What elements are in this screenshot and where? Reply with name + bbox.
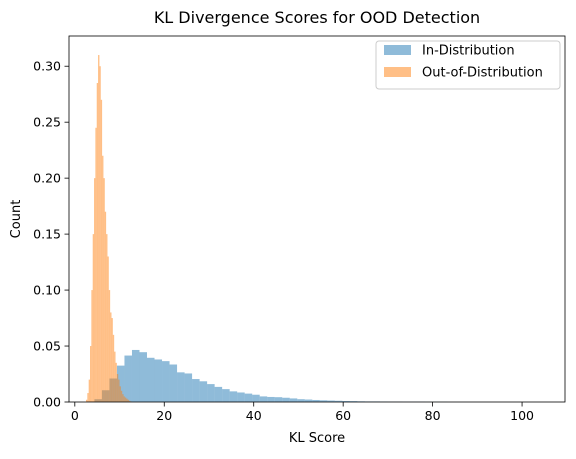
y-tick-label: 0.30	[33, 59, 61, 74]
histogram-bar	[155, 359, 163, 402]
histogram-bar	[125, 398, 126, 402]
y-tick-label: 0.20	[33, 171, 61, 186]
histogram-bar	[132, 350, 140, 402]
histogram-bar	[170, 365, 178, 402]
histogram-bar	[139, 352, 147, 402]
histogram-bar	[200, 381, 208, 402]
histogram-bar	[97, 83, 98, 402]
histogram-bar	[177, 372, 185, 402]
histogram-bar	[90, 346, 91, 402]
histogram-bar	[107, 256, 108, 402]
y-tick-label: 0.25	[33, 115, 61, 130]
histogram-bar	[275, 397, 283, 402]
plot-area-background	[69, 36, 565, 402]
histogram-bar	[267, 397, 275, 402]
histogram-bar	[89, 380, 90, 402]
x-tick-label: 40	[246, 408, 262, 423]
histogram-bar	[111, 318, 112, 402]
histogram-bar	[101, 100, 102, 402]
histogram-bar	[122, 394, 123, 402]
histogram-bar	[260, 396, 268, 402]
y-tick-label: 0.15	[33, 227, 61, 242]
histogram-bar	[116, 363, 117, 402]
x-tick-label: 100	[510, 408, 534, 423]
histogram-bar	[215, 387, 223, 402]
histogram-bar	[245, 394, 253, 402]
histogram-bar	[126, 399, 127, 402]
legend-swatch-in-distribution	[384, 45, 411, 55]
x-tick-label: 0	[71, 408, 79, 423]
histogram-bar	[192, 379, 200, 402]
legend-label-in-distribution: In-Distribution	[422, 44, 515, 59]
legend-label-out-of-distribution: Out-of-Distribution	[422, 66, 543, 81]
histogram-bar	[103, 178, 104, 402]
histogram-bar	[297, 399, 305, 402]
histogram-bar	[114, 352, 115, 402]
x-axis-label: KL Score	[289, 431, 345, 446]
y-tick-label: 0.10	[33, 283, 61, 298]
histogram-bar	[222, 389, 230, 402]
x-tick-label: 60	[335, 408, 351, 423]
histogram-bar	[290, 398, 298, 402]
histogram-bar	[120, 386, 121, 402]
legend: In-Distribution Out-of-Distribution	[376, 41, 560, 89]
histogram-bar	[105, 212, 106, 402]
histogram-bar	[91, 290, 92, 402]
histogram-bar	[93, 234, 94, 402]
histogram-bar	[118, 380, 119, 402]
histogram-bar	[230, 391, 238, 402]
histogram-bar	[124, 396, 125, 402]
histogram-bar	[237, 392, 245, 402]
x-tick-label: 20	[156, 408, 172, 423]
histogram-bar	[87, 393, 88, 402]
histogram-bar	[252, 395, 260, 402]
histogram-bar	[162, 361, 170, 402]
histogram-bar	[110, 312, 111, 402]
histogram-bar	[109, 290, 110, 402]
histogram-bar	[102, 156, 103, 402]
histogram-bar	[124, 356, 132, 402]
histogram-bar	[95, 128, 96, 402]
legend-swatch-out-of-distribution	[384, 67, 411, 77]
y-tick-label: 0.00	[33, 395, 61, 410]
chart-title: KL Divergence Scores for OOD Detection	[154, 8, 480, 27]
histogram-bar	[94, 178, 95, 402]
x-tick-label: 80	[425, 408, 441, 423]
y-tick-label: 0.05	[33, 339, 61, 354]
histogram-bar	[117, 374, 118, 402]
histogram-bar	[147, 358, 155, 402]
histogram-bar	[185, 373, 193, 402]
histogram-bar	[121, 391, 122, 402]
histogram-bar	[99, 66, 100, 402]
histogram-bar	[98, 55, 99, 402]
histogram-bar	[106, 234, 107, 402]
histogram-bar	[113, 335, 114, 402]
y-axis-label: Count	[9, 200, 24, 239]
histogram-bar	[207, 384, 215, 402]
histogram-bar	[282, 398, 290, 402]
